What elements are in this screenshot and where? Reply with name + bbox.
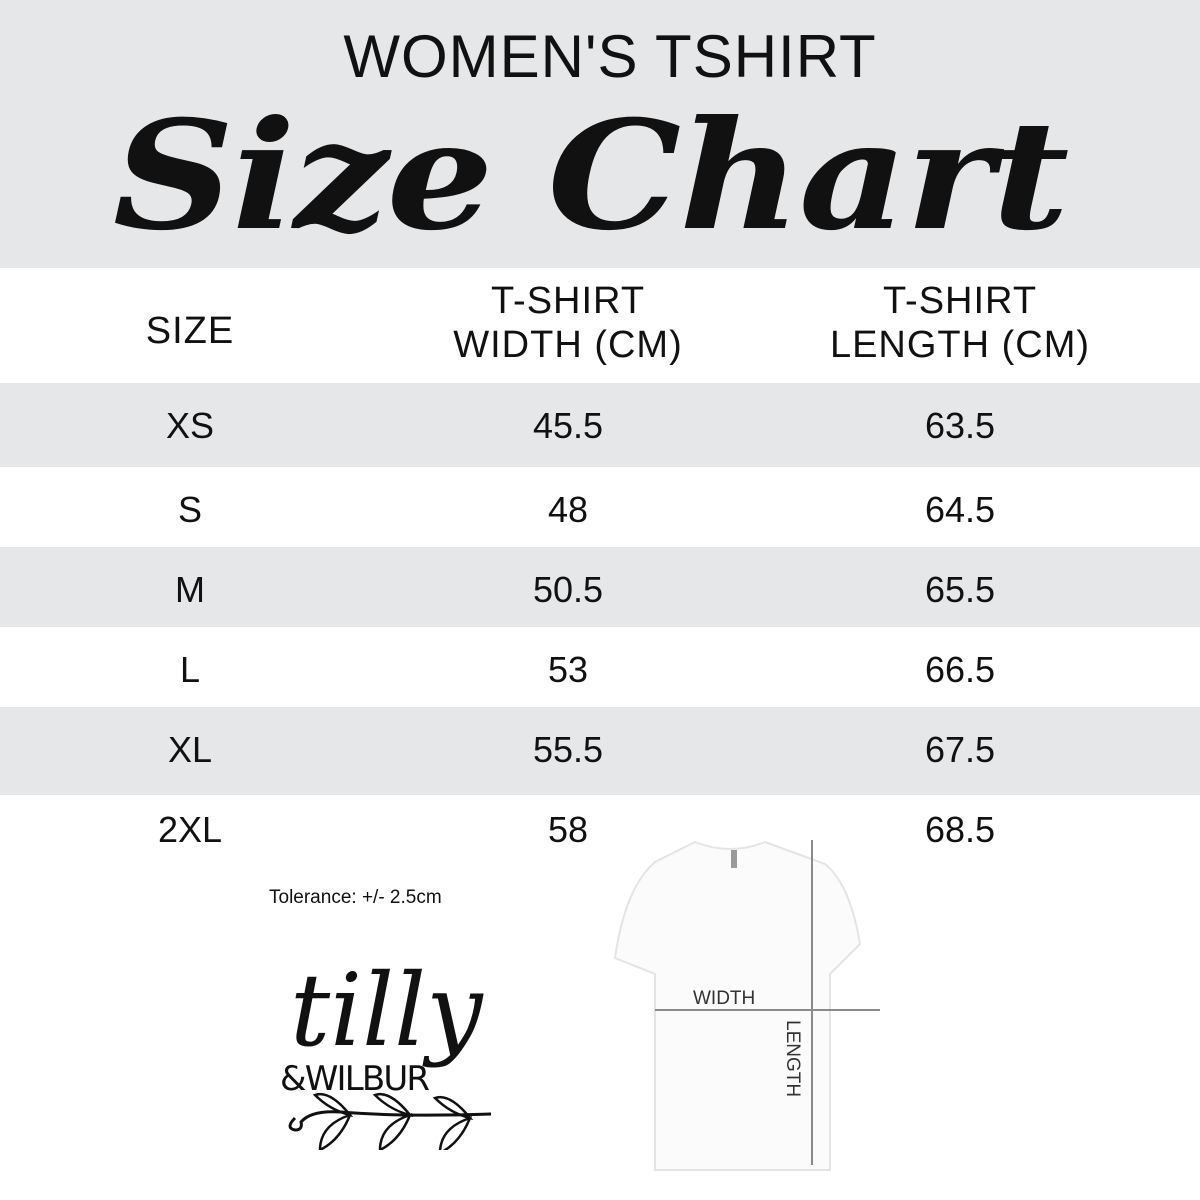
header-line: LENGTH (CM) xyxy=(829,323,1091,366)
tolerance-note: Tolerance: +/- 2.5cm xyxy=(269,887,442,908)
header-line: WIDTH (CM) xyxy=(453,323,683,366)
cell-length: 66.5 xyxy=(924,649,996,690)
cell-size: 2XL xyxy=(157,809,223,850)
header-line: T-SHIRT xyxy=(490,280,646,322)
tshirt-measurement-diagram: WIDTH LENGTH xyxy=(600,830,880,1185)
header-line: T-SHIRT xyxy=(882,280,1038,322)
cell-size: L xyxy=(179,649,201,690)
cell-size: XS xyxy=(165,405,215,446)
cell-length: 63.5 xyxy=(924,405,996,446)
cell-width: 53 xyxy=(547,649,589,690)
page-title: Size Chart xyxy=(112,88,1070,264)
width-label: WIDTH xyxy=(693,988,755,1009)
cell-width: 55.5 xyxy=(532,729,604,770)
cell-width: 50.5 xyxy=(532,569,604,610)
cell-size: S xyxy=(177,489,203,530)
tshirt-outline xyxy=(613,840,862,1171)
cell-size: XL xyxy=(167,729,213,770)
column-header-size: SIZE xyxy=(145,310,235,352)
svg-text:&WILBUR: &WILBUR xyxy=(280,1059,430,1099)
length-label: LENGTH xyxy=(782,1020,803,1097)
column-header-length: T-SHIRT LENGTH (CM) xyxy=(830,280,1090,367)
column-header-width: T-SHIRT WIDTH (CM) xyxy=(453,280,682,367)
cell-length: 67.5 xyxy=(924,729,996,770)
cell-length: 68.5 xyxy=(924,809,996,850)
cell-width: 45.5 xyxy=(532,405,604,446)
row-band xyxy=(0,707,1200,795)
row-band xyxy=(0,383,1200,467)
cell-length: 64.5 xyxy=(924,489,996,530)
kicker-title: WOMEN'S TSHIRT xyxy=(343,23,877,90)
brand-logo: tilly &WILBUR xyxy=(280,950,500,1156)
cell-width: 48 xyxy=(547,489,589,530)
cell-length: 65.5 xyxy=(924,569,996,610)
row-band xyxy=(0,547,1200,627)
cell-size: M xyxy=(175,569,205,610)
title-banner: WOMEN'S TSHIRT Size Chart xyxy=(0,0,1200,268)
cell-width: 58 xyxy=(547,809,589,850)
svg-text:tilly: tilly xyxy=(290,952,484,1069)
